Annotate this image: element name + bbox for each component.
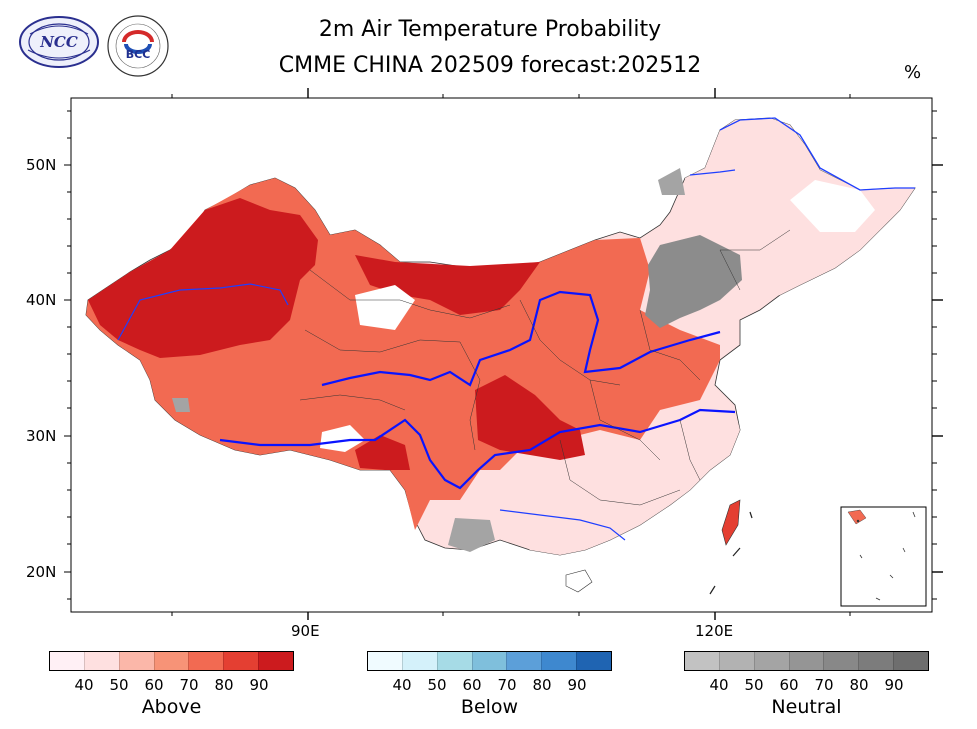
neutral-north-china	[645, 235, 742, 328]
colorbar-swatch	[753, 652, 789, 670]
province-borders	[299, 229, 791, 506]
neutral-yunnan	[448, 518, 495, 552]
lon-ticks-minor	[171, 94, 851, 616]
colorbar-swatch	[471, 652, 507, 670]
colorbar-swatch	[188, 652, 224, 670]
colorbar-tick-label: 80	[849, 676, 869, 694]
svg-text:BCC: BCC	[126, 48, 151, 61]
lat-label-20n: 20N	[26, 563, 57, 581]
above-40-east	[505, 410, 740, 555]
lat-label-50n: 50N	[26, 156, 57, 174]
colorbar-above-title: Above	[141, 696, 202, 718]
colorbar-tick-label: 60	[462, 676, 482, 694]
colorbar-tick-label: 90	[249, 676, 269, 694]
above-90-mongolia	[355, 255, 540, 315]
unit-label: %	[904, 62, 922, 83]
colorbar-neutral	[684, 651, 929, 671]
pearl-river	[499, 509, 626, 541]
colorbar-tick-label: 50	[109, 676, 129, 694]
colorbar-above-ticks: 40 50 60 70 80 90	[49, 676, 294, 696]
minor-ticks-right	[932, 110, 937, 600]
colorbar-swatch	[118, 652, 154, 670]
colorbar-tick-label: 40	[74, 676, 94, 694]
colorbar-swatch	[50, 652, 84, 670]
colorbar-swatch	[541, 652, 577, 670]
colorbar-tick-label: 50	[427, 676, 447, 694]
ncc-logo: NCC	[19, 16, 99, 68]
colorbar-tick-label: 60	[144, 676, 164, 694]
neutral-northeast	[658, 168, 685, 195]
hainan	[565, 569, 593, 593]
colorbar-swatch	[685, 652, 719, 670]
yellow-river	[321, 290, 721, 387]
colorbar-tick-label: 70	[814, 676, 834, 694]
lat-ticks-right	[932, 164, 943, 573]
lon-label-90e: 90E	[291, 622, 320, 640]
map-frame	[70, 97, 933, 613]
colorbar-swatch	[83, 652, 119, 670]
colorbar-tick-label: 70	[179, 676, 199, 694]
south-china-sea-inset	[840, 506, 927, 607]
white-patch-tibet	[320, 425, 365, 452]
colorbar-tick-label: 40	[392, 676, 412, 694]
bcc-logo: BCC	[107, 15, 169, 77]
white-patch-qinghai	[355, 285, 415, 330]
white-patch-northeast	[790, 180, 875, 232]
taiwan	[721, 499, 741, 546]
colorbar-above	[49, 651, 294, 671]
neutral-tibet	[172, 398, 190, 412]
lat-label-40n: 40N	[26, 291, 57, 309]
svg-text:NCC: NCC	[39, 33, 78, 51]
above-90-xinjiang	[88, 198, 318, 358]
colorbar-swatch	[258, 652, 294, 670]
colorbar-tick-label: 90	[884, 676, 904, 694]
colorbar-tick-label: 50	[744, 676, 764, 694]
map-title: 2m Air Temperature Probability	[318, 17, 662, 42]
colorbar-neutral-title: Neutral	[771, 696, 842, 718]
above-90-sichuan	[475, 375, 585, 460]
colorbar-swatch	[436, 652, 472, 670]
colorbar-swatch	[368, 652, 402, 670]
above-90-tibet	[355, 435, 410, 470]
colorbar-below-title: Below	[460, 696, 519, 718]
lat-label-30n: 30N	[26, 427, 57, 445]
colorbar-tick-label: 80	[532, 676, 552, 694]
colorbar-swatch	[788, 652, 824, 670]
colorbar-swatch	[401, 652, 437, 670]
colorbar-below-ticks: 40 50 60 70 80 90	[367, 676, 612, 696]
yangtze-river	[219, 408, 736, 490]
colorbar-swatch	[223, 652, 259, 670]
colorbar-swatch	[718, 652, 754, 670]
colorbar-below	[367, 651, 612, 671]
lon-label-120e: 120E	[695, 622, 734, 640]
colorbar-neutral-ticks: 40 50 60 70 80 90	[684, 676, 929, 696]
colorbar-swatch	[506, 652, 542, 670]
south-sea-islands	[709, 511, 753, 595]
colorbar-swatch	[153, 652, 189, 670]
lon-ticks-major	[307, 88, 716, 620]
lat-ticks-left	[64, 110, 71, 600]
tarim-river	[117, 283, 289, 341]
colorbar-tick-label: 90	[567, 676, 587, 694]
heilong-river	[689, 117, 915, 191]
colorbar-tick-label: 80	[214, 676, 234, 694]
map-subtitle: CMME CHINA 202509 forecast:202512	[278, 53, 702, 78]
colorbar-swatch	[858, 652, 894, 670]
colorbar-swatch	[823, 652, 859, 670]
colorbar-tick-label: 70	[497, 676, 517, 694]
colorbar-tick-label: 60	[779, 676, 799, 694]
colorbar-swatch	[576, 652, 612, 670]
colorbar-swatch	[893, 652, 929, 670]
colorbar-tick-label: 40	[709, 676, 729, 694]
